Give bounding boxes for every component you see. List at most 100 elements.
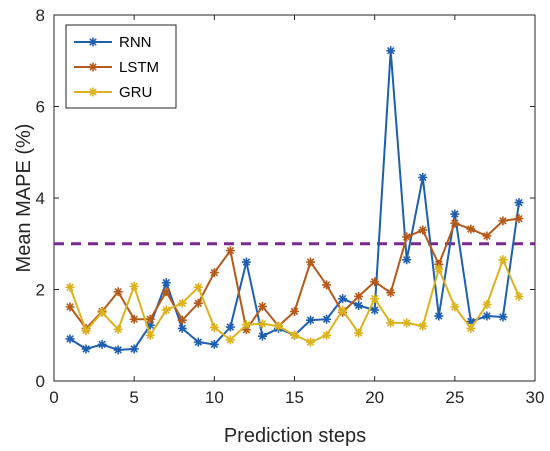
data-point-rnn bbox=[370, 305, 380, 315]
x-axis-label: Prediction steps bbox=[224, 425, 366, 447]
data-point-gru bbox=[65, 282, 75, 292]
data-point-gru bbox=[257, 319, 267, 329]
data-point-gru bbox=[241, 320, 251, 330]
data-point-rnn bbox=[257, 331, 267, 341]
data-point-rnn bbox=[161, 278, 171, 288]
data-point-rnn bbox=[482, 311, 492, 321]
data-point-lstm bbox=[177, 315, 187, 325]
data-point-rnn bbox=[225, 322, 235, 332]
legend-label: GRU bbox=[119, 84, 152, 101]
x-tick-label: 10 bbox=[205, 388, 224, 407]
data-point-rnn bbox=[97, 339, 107, 349]
data-point-rnn bbox=[418, 172, 428, 182]
x-tick-label: 30 bbox=[526, 388, 545, 407]
data-point-rnn bbox=[306, 315, 316, 325]
data-point-gru bbox=[498, 255, 508, 265]
data-point-gru bbox=[306, 337, 316, 347]
data-point-lstm bbox=[370, 277, 380, 287]
legend-label: LSTM bbox=[119, 59, 159, 76]
series-gru bbox=[65, 255, 524, 347]
data-point-lstm bbox=[225, 246, 235, 256]
data-point-lstm bbox=[257, 301, 267, 311]
data-point-gru bbox=[113, 324, 123, 334]
data-point-gru bbox=[97, 307, 107, 317]
data-point-lstm bbox=[290, 306, 299, 316]
data-point-rnn bbox=[193, 337, 203, 347]
data-point-rnn bbox=[386, 46, 396, 56]
data-point-gru bbox=[145, 330, 155, 340]
x-tick-label: 25 bbox=[445, 388, 464, 407]
data-point-gru bbox=[322, 330, 332, 340]
x-tick-label: 15 bbox=[285, 388, 304, 407]
data-point-gru bbox=[193, 282, 203, 292]
legend-item-lstm: LSTM bbox=[74, 59, 159, 76]
data-point-lstm bbox=[354, 291, 364, 301]
data-point-gru bbox=[129, 281, 139, 291]
legend-item-gru: GRU bbox=[74, 84, 152, 101]
legend: RNN LSTM GRU bbox=[65, 24, 177, 109]
data-point-lstm bbox=[306, 257, 316, 267]
y-tick-label: 6 bbox=[36, 98, 45, 117]
data-point-gru bbox=[209, 322, 219, 332]
data-point-gru bbox=[290, 330, 299, 340]
data-point-lstm bbox=[450, 218, 460, 228]
y-axis-label: Mean MAPE (%) bbox=[13, 124, 35, 273]
data-point-lstm bbox=[482, 231, 492, 241]
data-point-lstm bbox=[498, 216, 508, 226]
data-point-gru bbox=[177, 298, 187, 308]
legend-item-rnn: RNN bbox=[74, 34, 152, 51]
data-point-lstm bbox=[402, 232, 412, 242]
data-point-gru bbox=[514, 291, 524, 301]
data-point-lstm bbox=[193, 298, 203, 308]
data-point-rnn bbox=[209, 339, 219, 349]
data-point-rnn bbox=[241, 257, 251, 267]
x-tick-label: 0 bbox=[49, 388, 58, 407]
data-point-gru bbox=[370, 294, 380, 304]
data-point-rnn bbox=[145, 320, 155, 330]
data-point-gru bbox=[161, 305, 171, 315]
data-point-gru bbox=[225, 335, 235, 345]
data-point-rnn bbox=[354, 301, 364, 311]
data-point-gru bbox=[466, 323, 476, 333]
data-point-lstm bbox=[514, 214, 524, 224]
data-point-lstm bbox=[322, 280, 332, 290]
data-point-lstm bbox=[209, 268, 219, 278]
data-point-lstm bbox=[113, 287, 123, 297]
data-point-lstm bbox=[145, 314, 155, 324]
data-point-lstm bbox=[466, 224, 476, 234]
data-point-rnn bbox=[402, 255, 412, 265]
y-tick-label: 4 bbox=[36, 189, 45, 208]
data-point-lstm bbox=[241, 325, 251, 335]
legend-marker bbox=[88, 37, 98, 47]
x-tick-label: 5 bbox=[129, 388, 138, 407]
data-point-gru bbox=[354, 328, 364, 338]
data-point-gru bbox=[386, 318, 396, 328]
series-layer bbox=[65, 46, 524, 355]
data-point-gru bbox=[434, 264, 444, 274]
x-tick-label: 20 bbox=[365, 388, 384, 407]
data-point-rnn bbox=[466, 317, 476, 327]
data-point-lstm bbox=[386, 288, 396, 298]
data-point-rnn bbox=[81, 344, 91, 354]
y-tick-label: 0 bbox=[36, 372, 45, 391]
legend-marker bbox=[88, 62, 98, 72]
data-point-rnn bbox=[338, 294, 348, 304]
data-point-rnn bbox=[498, 312, 508, 322]
data-point-gru bbox=[418, 321, 428, 331]
data-point-rnn bbox=[450, 209, 460, 219]
y-tick-label: 8 bbox=[36, 6, 45, 25]
data-point-gru bbox=[482, 300, 492, 310]
data-point-gru bbox=[402, 318, 412, 328]
data-point-gru bbox=[450, 302, 460, 312]
data-point-lstm bbox=[65, 302, 75, 312]
data-point-rnn bbox=[177, 323, 187, 333]
data-point-rnn bbox=[129, 344, 139, 354]
data-point-rnn bbox=[434, 311, 444, 321]
data-point-lstm bbox=[161, 287, 171, 297]
data-point-rnn bbox=[514, 198, 524, 208]
data-point-rnn bbox=[65, 334, 75, 344]
data-point-gru bbox=[338, 305, 348, 315]
data-point-lstm bbox=[418, 225, 428, 235]
data-point-gru bbox=[81, 326, 91, 336]
